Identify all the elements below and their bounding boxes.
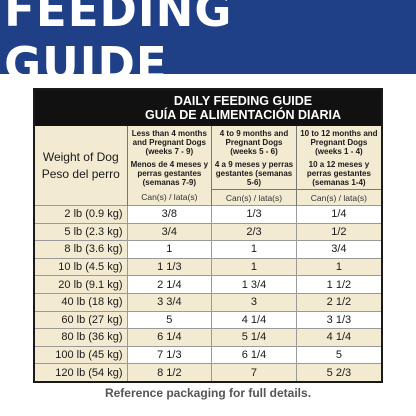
age-header-es: 4 a 9 meses y perras gestantes (semanas …: [214, 160, 294, 187]
weight-cell: 80 lb (36 kg): [35, 328, 128, 347]
guide-grid: Weight of Dog Peso del perro Less than 4…: [35, 126, 381, 381]
feeding-guide-table: DAILY FEEDING GUIDE GUÍA DE ALIMENTACIÓN…: [33, 88, 383, 383]
weight-cell: 2 lb (0.9 kg): [35, 205, 128, 224]
amount-cell: 2 1/2: [296, 292, 381, 312]
amount-cell: 1/3: [211, 205, 297, 224]
amount-cell: 1: [211, 240, 297, 259]
amount-cell: 8 1/2: [127, 363, 213, 381]
unit-label: Can(s) / lata(s): [127, 189, 213, 206]
table-row: 100 lb (45 kg) 7 1/3 6 1/4 5: [35, 345, 381, 364]
weight-cell: 60 lb (27 kg): [35, 310, 128, 329]
amount-cell: 3 3/4: [127, 292, 213, 312]
amount-cell: 6 1/4: [127, 328, 213, 347]
column-header-row: Weight of Dog Peso del perro Less than 4…: [35, 126, 381, 206]
weight-header-es: Peso del perro: [41, 166, 120, 181]
banner-title: FEEDING GUIDE: [4, 0, 233, 91]
amount-cell: 6 1/4: [211, 345, 297, 364]
age-column-header: 10 to 12 months and Pregnant Dogs (weeks…: [296, 126, 381, 190]
amount-cell: 1 1/2: [296, 275, 381, 294]
amount-cell: 1 3/4: [211, 275, 297, 294]
weight-cell: 40 lb (18 kg): [35, 292, 128, 312]
weight-cell: 120 lb (54 kg): [35, 363, 128, 381]
age-column-header: 4 to 9 months and Pregnant Dogs (weeks 5…: [211, 126, 297, 190]
amount-cell: 3/4: [296, 240, 381, 259]
table-row: 60 lb (27 kg) 5 4 1/4 3 1/3: [35, 310, 381, 329]
age-header-en: 4 to 9 months and Pregnant Dogs (weeks 5…: [219, 129, 289, 156]
amount-cell: 5: [127, 310, 213, 329]
guide-title-es: GUÍA DE ALIMENTACIÓN DIARIA: [144, 108, 342, 122]
footnote: Reference packaging for full details.: [104, 386, 312, 400]
unit-label: Can(s) / lata(s): [211, 189, 297, 206]
age-header-en: 10 to 12 months and Pregnant Dogs (weeks…: [300, 129, 378, 156]
header-banner: FEEDING GUIDE: [0, 0, 416, 91]
table-row: 40 lb (18 kg) 3 3/4 3 2 1/2: [35, 292, 381, 312]
weight-cell: 10 lb (4.5 kg): [35, 257, 128, 276]
amount-cell: 7 1/3: [127, 345, 213, 364]
amount-cell: 3/8: [127, 205, 213, 224]
weight-column-header: Weight of Dog Peso del perro: [35, 126, 128, 206]
amount-cell: 5: [296, 345, 381, 364]
age-column-header: Less than 4 months and Pregnant Dogs (we…: [127, 126, 213, 190]
table-row: 120 lb (54 kg) 8 1/2 7 5 2/3: [35, 363, 381, 381]
age-header-es: 10 a 12 meses y perras gestantes (semana…: [306, 160, 371, 187]
table-row: 2 lb (0.9 kg) 3/8 1/3 1/4: [35, 205, 381, 224]
weight-cell: 5 lb (2.3 kg): [35, 222, 128, 241]
weight-header-en: Weight of Dog: [42, 149, 119, 164]
amount-cell: 1: [211, 257, 297, 276]
table-row: 8 lb (3.6 kg) 1 1 3/4: [35, 240, 381, 259]
amount-cell: 3/4: [127, 222, 213, 241]
amount-cell: 3: [211, 292, 297, 312]
amount-cell: 2/3: [211, 222, 297, 241]
weight-cell: 20 lb (9.1 kg): [35, 275, 128, 294]
amount-cell: 2 1/4: [127, 275, 213, 294]
guide-title-en: DAILY FEEDING GUIDE: [173, 94, 313, 108]
amount-cell: 7: [211, 363, 297, 381]
amount-cell: 1/2: [296, 222, 381, 241]
weight-cell: 8 lb (3.6 kg): [35, 240, 128, 259]
amount-cell: 3 1/3: [296, 310, 381, 329]
unit-label: Can(s) / lata(s): [296, 189, 381, 206]
amount-cell: 4 1/4: [211, 310, 297, 329]
table-row: 20 lb (9.1 kg) 2 1/4 1 3/4 1 1/2: [35, 275, 381, 294]
guide-title-block: DAILY FEEDING GUIDE GUÍA DE ALIMENTACIÓN…: [35, 90, 381, 126]
amount-cell: 5 2/3: [296, 363, 381, 381]
unit-row: Can(s) / lata(s) Can(s) / lata(s) Can(s)…: [35, 189, 381, 206]
table-row: 80 lb (36 kg) 6 1/4 5 1/4 4 1/4: [35, 328, 381, 347]
amount-cell: 1/4: [296, 205, 381, 224]
age-header-en: Less than 4 months and Pregnant Dogs (we…: [131, 129, 207, 156]
amount-cell: 1 1/3: [127, 257, 213, 276]
weight-cell: 100 lb (45 kg): [35, 345, 128, 364]
amount-cell: 5 1/4: [211, 328, 297, 347]
table-row: 5 lb (2.3 kg) 3/4 2/3 1/2: [35, 222, 381, 241]
amount-cell: 4 1/4: [296, 328, 381, 347]
amount-cell: 1: [296, 257, 381, 276]
age-header-es: Menos de 4 meses y perras gestantes (sem…: [130, 160, 209, 187]
amount-cell: 1: [127, 240, 213, 259]
table-row: 10 lb (4.5 kg) 1 1/3 1 1: [35, 257, 381, 276]
